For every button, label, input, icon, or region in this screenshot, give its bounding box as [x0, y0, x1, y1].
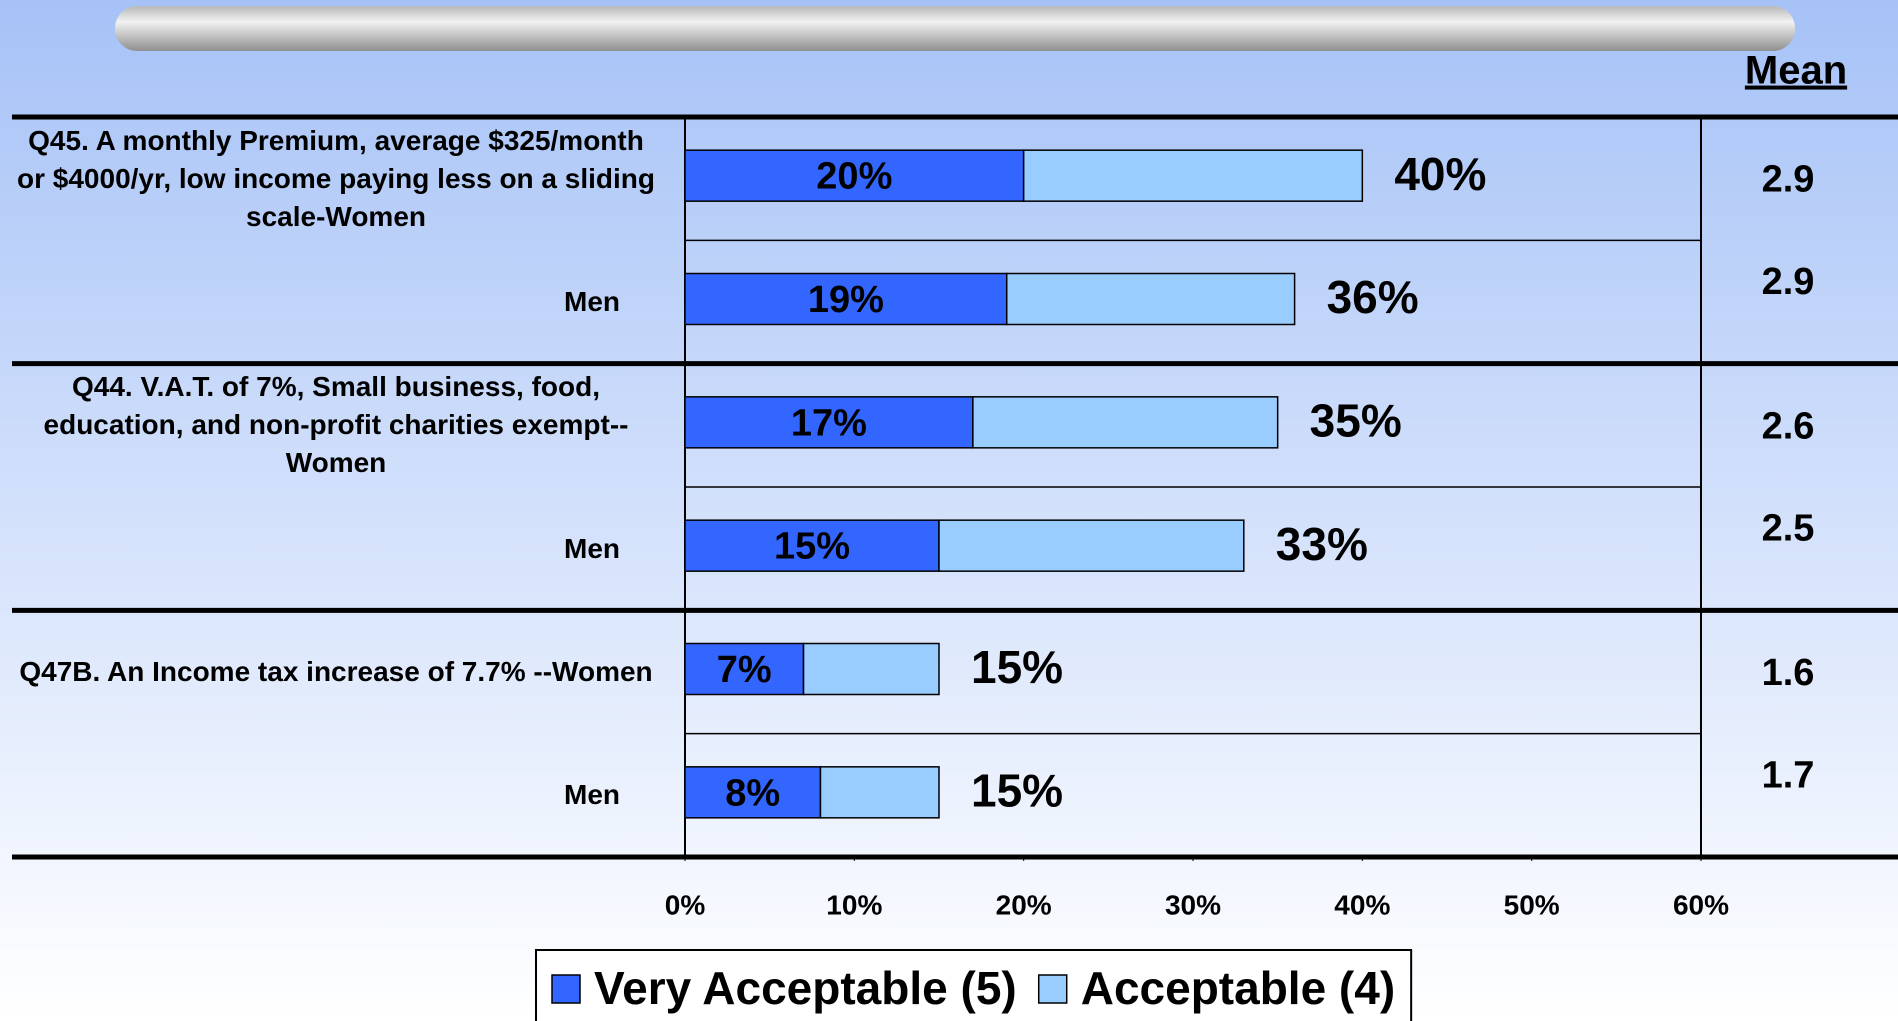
mean-value: 1.7: [1762, 754, 1815, 796]
category-label: Men: [564, 285, 620, 317]
mean-value: 2.6: [1762, 405, 1815, 447]
data-label: 7%: [717, 649, 772, 691]
bar-segment: [938, 519, 1245, 572]
data-label: 8%: [725, 772, 780, 814]
data-label: 20%: [816, 156, 892, 198]
mean-value: 1.6: [1762, 652, 1815, 694]
legend-box: [535, 949, 1413, 1021]
category-label: Q47B. An Income tax increase of 7.7% --W…: [19, 655, 653, 687]
category-label: Men: [564, 779, 620, 811]
bar-segment: [684, 149, 1025, 202]
category-label-box: Men: [564, 285, 620, 317]
x-tick-label: 20%: [996, 889, 1052, 920]
legend-label: Very Acceptable (5): [594, 962, 1017, 1014]
category-label: Q45. A monthly Premium, average $325/mon…: [17, 124, 655, 232]
data-label: 17%: [791, 402, 867, 444]
x-tick-label: 0%: [665, 889, 706, 920]
category-label-box: Men: [564, 532, 620, 564]
x-tick-label: 40%: [1334, 889, 1390, 920]
total-label: 33%: [1276, 518, 1368, 570]
bar-segment: [1022, 149, 1364, 202]
bar-segment: [802, 642, 940, 696]
bar-segment: [819, 766, 940, 819]
category-label: Q44. V.A.T. of 7%, Small business, food,…: [43, 371, 629, 479]
bar-segment: [684, 642, 805, 696]
bar-segment: [684, 766, 822, 819]
category-label-box: Men: [564, 779, 620, 811]
x-tick-label: 50%: [1504, 889, 1560, 920]
total-label: 35%: [1310, 394, 1402, 446]
total-label: 40%: [1394, 148, 1486, 200]
bar-segment: [684, 519, 940, 572]
data-label: 19%: [808, 279, 884, 321]
bar-segment: [1005, 272, 1296, 326]
mean-value: 2.9: [1762, 261, 1815, 303]
total-label: 36%: [1327, 271, 1419, 323]
total-label: 15%: [971, 764, 1063, 816]
x-tick-label: 60%: [1673, 889, 1729, 920]
title-bar: [115, 6, 1795, 51]
bar-segment: [684, 396, 974, 449]
mean-value: 2.9: [1762, 159, 1815, 201]
category-label-box: Q47B. An Income tax increase of 7.7% --W…: [19, 655, 653, 687]
total-label: 15%: [971, 641, 1063, 693]
bar-segment: [972, 396, 1279, 449]
legend-swatch: [1037, 974, 1068, 1004]
legend-swatch: [551, 974, 581, 1004]
category-label-box: Q44. V.A.T. of 7%, Small business, food,…: [43, 371, 629, 479]
data-label: 15%: [774, 526, 850, 568]
bar-segment: [684, 272, 1008, 326]
x-tick-label: 10%: [826, 889, 882, 920]
mean-value: 2.5: [1762, 508, 1815, 550]
legend-label: Acceptable (4): [1081, 962, 1395, 1014]
category-label-box: Q45. A monthly Premium, average $325/mon…: [17, 124, 655, 232]
x-tick-label: 30%: [1165, 889, 1221, 920]
mean-header: Mean: [1745, 49, 1847, 93]
category-label: Men: [564, 532, 620, 564]
